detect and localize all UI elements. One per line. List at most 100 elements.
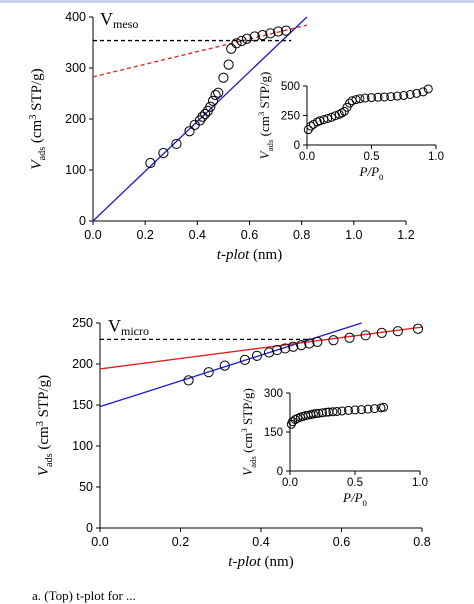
data-point xyxy=(236,35,247,47)
chart-bottom: 0.0 0.2 0.4 0.6 0.8 0 50 100 150 200 250 t-plot (nm… xyxy=(35,316,431,570)
x-tick-label: 0.2 xyxy=(172,535,189,549)
data-point xyxy=(344,405,353,415)
data-point xyxy=(223,59,234,70)
x-tick-label: 0.8 xyxy=(293,228,310,242)
x-axis-label-main: t-plot xyxy=(228,554,261,570)
data-point xyxy=(272,344,283,356)
y-axis-label-rest: STP/g) xyxy=(36,375,52,421)
data-point xyxy=(311,409,321,419)
y-tick-label: 100 xyxy=(65,163,86,177)
x-tick-label: 0.4 xyxy=(189,228,206,242)
data-point xyxy=(405,89,415,99)
data-point xyxy=(328,407,338,417)
x-axis-label-main: t-plot xyxy=(217,247,250,263)
x-tick-label: 0.0 xyxy=(91,535,108,549)
data-point xyxy=(312,336,323,347)
annotation-sub: meso xyxy=(113,17,138,31)
data-point xyxy=(158,147,169,159)
data-point xyxy=(239,354,250,365)
data-point xyxy=(304,338,315,349)
data-point xyxy=(360,93,370,103)
data-point xyxy=(219,360,230,371)
data-point xyxy=(318,408,327,418)
x-tick-label: 0.0 xyxy=(282,477,298,489)
y-tick-label: 0 xyxy=(277,466,283,478)
x-tick-label: 0.4 xyxy=(252,535,269,549)
y-tick-label: 500 xyxy=(281,81,300,93)
y-axis-label-sup: 3 xyxy=(35,421,46,426)
data-point xyxy=(210,89,221,101)
data-point xyxy=(288,341,299,352)
data-point xyxy=(323,113,333,123)
x-tick-label: 0.8 xyxy=(413,535,430,549)
data-point xyxy=(392,326,403,337)
y-axis-label-sup: 3 xyxy=(256,111,266,116)
y-tick-label: 400 xyxy=(65,10,86,24)
x-tick-label: 0.5 xyxy=(364,151,380,163)
data-point xyxy=(213,87,224,98)
y-tick-label: 200 xyxy=(72,357,93,371)
data-point xyxy=(327,112,337,122)
x-axis-label-main: P/P xyxy=(359,164,380,179)
data-point xyxy=(344,332,355,343)
data-point xyxy=(392,91,402,101)
data-point xyxy=(423,84,433,94)
y-axis-label-unit: (cm xyxy=(36,426,52,453)
y-axis-label-sup: 3 xyxy=(28,115,39,120)
figure-caption: a. (Top) t-plot for ... xyxy=(32,588,136,603)
data-point xyxy=(355,94,365,104)
data-point xyxy=(306,121,316,131)
data-point xyxy=(334,109,344,119)
y-tick-label: 300 xyxy=(264,388,283,400)
y-tick-label: 150 xyxy=(264,427,283,439)
data-point xyxy=(379,92,389,102)
data-point xyxy=(200,108,211,120)
data-point xyxy=(218,72,229,83)
data-point xyxy=(337,406,347,416)
x-axis-label-main: P/P xyxy=(342,490,363,505)
y-tick-label: 0 xyxy=(294,140,300,152)
data-point xyxy=(241,33,252,44)
annotation-label: Vmeso xyxy=(100,9,138,31)
data-point xyxy=(145,157,156,169)
y-axis-label-main: V xyxy=(36,465,52,476)
data-point xyxy=(265,28,276,39)
x-axis-label: P/P0 xyxy=(359,164,385,182)
data-point xyxy=(328,335,339,346)
data-point xyxy=(351,95,361,105)
data-point xyxy=(337,108,347,118)
y-tick-label: 150 xyxy=(72,398,93,412)
x-tick-label: 1.0 xyxy=(345,228,362,242)
x-tick-label: 1.0 xyxy=(428,151,444,163)
y-axis-label: Vads (cm3 STP/g) xyxy=(35,375,55,476)
y-axis-label-rest: STP/g) xyxy=(29,68,45,114)
y-tick-label: 0 xyxy=(86,521,93,535)
x-axis-label: t-plot (nm) xyxy=(228,554,293,570)
x-tick-label: 1.2 xyxy=(397,228,414,242)
data-point xyxy=(367,93,376,103)
data-point xyxy=(171,138,182,150)
fit-line-1 xyxy=(99,326,423,370)
y-axis-label-sub: ads xyxy=(37,147,48,161)
annotation-label: Vmicro xyxy=(108,316,149,338)
y-tick-label: 100 xyxy=(72,439,93,453)
y-axis-label-sup: 3 xyxy=(239,428,249,433)
x-axis-label-unit: (nm) xyxy=(249,247,282,263)
data-point xyxy=(197,111,208,122)
data-point xyxy=(370,404,379,414)
data-point xyxy=(280,343,291,354)
y-axis-label-unit: (cm xyxy=(240,433,255,456)
data-point xyxy=(273,26,284,37)
y-axis-label-rest: STP/g) xyxy=(240,388,255,428)
y-tick-label: 0 xyxy=(79,214,86,228)
x-tick-label: 0.6 xyxy=(241,228,258,242)
x-axis-label-sub: 0 xyxy=(363,498,368,508)
data-point xyxy=(249,31,260,42)
data-point xyxy=(205,101,216,112)
annotation-sub: micro xyxy=(121,324,149,338)
data-point xyxy=(184,126,195,137)
data-point xyxy=(350,405,360,415)
y-tick-label: 250 xyxy=(281,111,300,123)
data-point xyxy=(226,43,237,54)
